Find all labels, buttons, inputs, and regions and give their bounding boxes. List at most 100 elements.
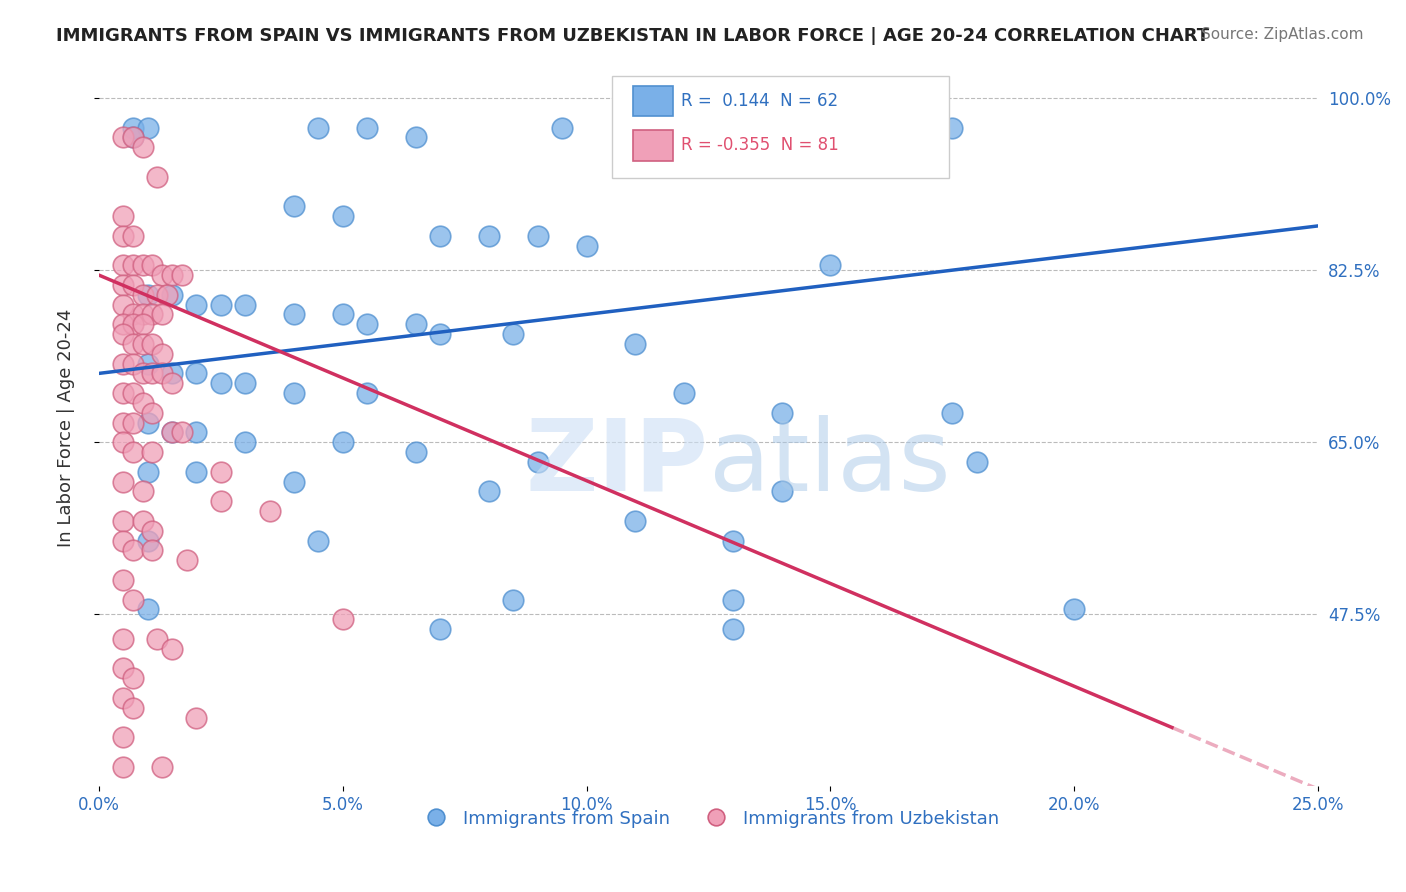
- Point: [131, 317, 153, 331]
- Point: [941, 406, 963, 420]
- Point: [122, 700, 145, 714]
- Point: [112, 514, 135, 528]
- Point: [160, 425, 183, 440]
- Point: [112, 731, 135, 745]
- Point: [332, 307, 354, 321]
- Point: [122, 592, 145, 607]
- Point: [136, 120, 159, 135]
- Point: [160, 425, 183, 440]
- Point: [209, 297, 232, 311]
- Point: [141, 445, 163, 459]
- Point: [551, 120, 574, 135]
- Point: [112, 573, 135, 587]
- Legend: Immigrants from Spain, Immigrants from Uzbekistan: Immigrants from Spain, Immigrants from U…: [411, 803, 1007, 835]
- Point: [527, 228, 550, 243]
- Point: [233, 376, 256, 391]
- Point: [131, 337, 153, 351]
- Point: [112, 632, 135, 646]
- Point: [122, 337, 145, 351]
- Point: [131, 307, 153, 321]
- Point: [721, 533, 744, 548]
- Point: [356, 317, 378, 331]
- Point: [941, 120, 963, 135]
- Point: [112, 327, 135, 342]
- Point: [356, 120, 378, 135]
- Point: [122, 357, 145, 371]
- Point: [575, 238, 598, 252]
- Point: [112, 209, 135, 223]
- Point: [966, 455, 988, 469]
- Point: [624, 514, 647, 528]
- Point: [233, 297, 256, 311]
- Point: [156, 287, 179, 301]
- Point: [112, 435, 135, 450]
- Point: [122, 258, 145, 272]
- Point: [332, 209, 354, 223]
- Point: [131, 258, 153, 272]
- Point: [122, 543, 145, 558]
- Point: [131, 367, 153, 381]
- Point: [122, 671, 145, 685]
- Point: [141, 258, 163, 272]
- Y-axis label: In Labor Force | Age 20-24: In Labor Force | Age 20-24: [58, 309, 75, 547]
- Point: [356, 386, 378, 401]
- Point: [136, 357, 159, 371]
- Point: [112, 130, 135, 145]
- Point: [112, 386, 135, 401]
- Point: [136, 416, 159, 430]
- Point: [170, 268, 193, 282]
- Point: [122, 307, 145, 321]
- Point: [146, 287, 169, 301]
- Point: [112, 475, 135, 489]
- Text: IMMIGRANTS FROM SPAIN VS IMMIGRANTS FROM UZBEKISTAN IN LABOR FORCE | AGE 20-24 C: IMMIGRANTS FROM SPAIN VS IMMIGRANTS FROM…: [56, 27, 1209, 45]
- Point: [112, 661, 135, 675]
- Point: [170, 425, 193, 440]
- Point: [136, 287, 159, 301]
- Point: [160, 287, 183, 301]
- Point: [405, 130, 427, 145]
- Point: [233, 435, 256, 450]
- Point: [405, 445, 427, 459]
- Point: [332, 435, 354, 450]
- Point: [112, 228, 135, 243]
- Point: [429, 228, 451, 243]
- Point: [160, 376, 183, 391]
- Point: [283, 199, 305, 213]
- Point: [112, 317, 135, 331]
- Point: [176, 553, 198, 567]
- Point: [283, 475, 305, 489]
- Point: [122, 130, 145, 145]
- Point: [624, 337, 647, 351]
- Point: [209, 376, 232, 391]
- Point: [429, 622, 451, 636]
- Point: [122, 386, 145, 401]
- Point: [146, 169, 169, 184]
- Point: [150, 347, 173, 361]
- Point: [160, 641, 183, 656]
- Point: [1063, 602, 1085, 616]
- Point: [112, 760, 135, 774]
- Point: [150, 268, 173, 282]
- Point: [122, 416, 145, 430]
- Point: [209, 465, 232, 479]
- Point: [820, 258, 842, 272]
- Point: [141, 406, 163, 420]
- Point: [122, 120, 145, 135]
- Point: [405, 317, 427, 331]
- Point: [122, 228, 145, 243]
- Point: [332, 612, 354, 626]
- Text: Source: ZipAtlas.com: Source: ZipAtlas.com: [1201, 27, 1364, 42]
- Point: [527, 455, 550, 469]
- Point: [131, 396, 153, 410]
- Point: [141, 307, 163, 321]
- Point: [141, 543, 163, 558]
- Point: [122, 277, 145, 292]
- Point: [112, 690, 135, 705]
- Point: [186, 297, 208, 311]
- Point: [150, 760, 173, 774]
- Point: [112, 416, 135, 430]
- Point: [112, 533, 135, 548]
- Point: [186, 465, 208, 479]
- Point: [259, 504, 281, 518]
- Point: [478, 484, 501, 499]
